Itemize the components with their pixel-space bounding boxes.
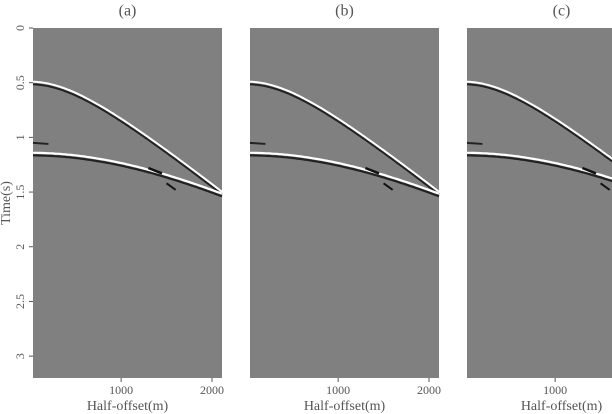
x-axis-label: Half-offset(m) <box>521 399 603 414</box>
reflection-dark <box>466 83 612 163</box>
artifact <box>599 182 611 191</box>
y-tick-label: 3 <box>13 353 27 359</box>
y-tick-label: 0 <box>13 25 27 31</box>
reflection-bright <box>33 151 223 195</box>
x-tick-label: 1000 <box>109 383 133 397</box>
artifact <box>165 182 177 191</box>
artifact <box>382 182 394 191</box>
reflection-dark <box>33 154 223 198</box>
seismic-image <box>467 28 612 378</box>
x-tick-label: 2000 <box>200 383 224 397</box>
artifact <box>581 166 597 175</box>
y-tick-label: 1 <box>13 134 27 140</box>
artifact <box>249 141 266 145</box>
seismic-image <box>250 28 439 378</box>
panel: (a) 1000 2000 Half-offset(m) 0 0.5 1 1.5 2 2.5 3 Ti… <box>0 3 224 414</box>
reflection-dark <box>250 154 440 198</box>
x-axis-label: Half-offset(m) <box>87 399 169 414</box>
panel-title: (b) <box>335 3 354 20</box>
y-tick-label: 1.5 <box>13 185 27 200</box>
reflection-bright <box>466 80 612 160</box>
panel: (b) 1000 2000 Half-offset(m) <box>249 3 441 414</box>
y-tick-label: 2.5 <box>13 294 27 309</box>
reflection-bright <box>250 151 440 195</box>
y-axis-label: Time(s) <box>0 181 14 225</box>
reflection-dark <box>467 154 612 183</box>
panel-title: (a) <box>119 3 137 20</box>
artifact <box>364 166 380 175</box>
x-tick-label: 1000 <box>326 383 350 397</box>
panel-title: (c) <box>553 3 571 20</box>
artifact <box>147 166 163 175</box>
reflection-bright <box>32 80 223 193</box>
y-tick-label: 0.5 <box>13 75 27 90</box>
artifact <box>466 141 483 145</box>
reflection-dark <box>32 83 223 196</box>
y-tick-label: 2 <box>13 244 27 250</box>
x-tick-label: 1000 <box>543 383 567 397</box>
reflection-bright <box>467 151 612 180</box>
x-tick-label: 2000 <box>417 383 441 397</box>
reflection-bright <box>249 80 440 193</box>
reflection-dark <box>249 83 440 196</box>
x-axis-label: Half-offset(m) <box>304 399 386 414</box>
seismic-image <box>33 28 222 378</box>
artifact <box>32 141 49 145</box>
